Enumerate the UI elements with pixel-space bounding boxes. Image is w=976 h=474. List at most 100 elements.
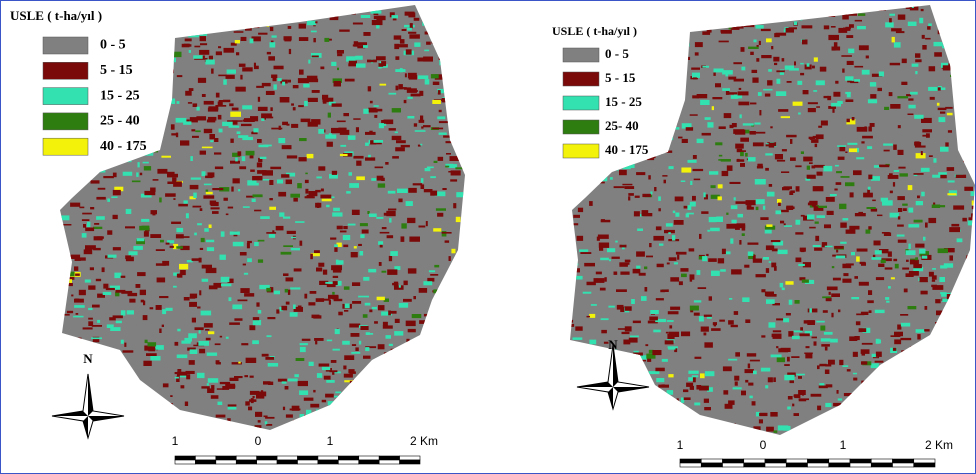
erosion-patch: [419, 365, 422, 370]
erosion-patch: [255, 22, 265, 25]
erosion-patch: [907, 356, 913, 361]
erosion-patch: [915, 146, 926, 148]
erosion-patch: [659, 244, 663, 246]
erosion-patch: [834, 246, 843, 249]
erosion-patch: [573, 337, 583, 340]
erosion-patch: [359, 341, 361, 345]
erosion-patch: [131, 57, 140, 60]
erosion-patch: [770, 412, 777, 417]
erosion-patch: [824, 224, 831, 228]
erosion-patch: [630, 428, 632, 432]
erosion-patch: [438, 388, 446, 392]
erosion-patch: [215, 167, 223, 170]
erosion-patch: [389, 360, 392, 365]
erosion-patch: [840, 242, 846, 244]
erosion-patch: [96, 216, 105, 220]
erosion-patch: [906, 432, 913, 436]
erosion-patch: [113, 215, 118, 219]
erosion-patch: [883, 144, 893, 146]
erosion-patch: [672, 120, 678, 123]
erosion-patch: [291, 124, 298, 128]
erosion-patch: [204, 129, 212, 133]
erosion-patch: [156, 78, 164, 80]
erosion-patch: [318, 129, 324, 134]
erosion-patch: [571, 324, 574, 327]
erosion-patch: [752, 70, 758, 73]
erosion-patch: [876, 352, 882, 357]
erosion-patch: [353, 380, 360, 383]
erosion-patch: [230, 139, 233, 143]
erosion-patch: [395, 147, 405, 151]
erosion-patch: [283, 217, 290, 219]
erosion-patch: [923, 347, 925, 349]
legend-label: 40 - 175: [605, 142, 649, 157]
erosion-patch: [694, 179, 701, 181]
scale-segment: [195, 456, 215, 460]
erosion-patch: [771, 355, 782, 358]
erosion-patch: [571, 320, 573, 323]
erosion-patch: [322, 299, 329, 301]
erosion-patch: [869, 310, 872, 313]
erosion-patch: [927, 425, 930, 429]
erosion-patch: [816, 106, 820, 108]
erosion-patch: [198, 341, 209, 346]
erosion-patch: [364, 401, 366, 404]
erosion-patch: [798, 264, 805, 266]
legend-swatch: [43, 37, 88, 54]
legend-swatch: [43, 62, 88, 79]
erosion-patch: [344, 380, 353, 382]
erosion-patch: [446, 336, 457, 338]
erosion-patch: [173, 198, 175, 200]
erosion-patch: [759, 110, 761, 115]
erosion-patch: [170, 395, 172, 397]
erosion-patch: [432, 100, 441, 104]
scale-segment: [744, 459, 765, 463]
erosion-patch: [756, 25, 764, 29]
erosion-patch: [442, 232, 452, 234]
erosion-patch: [930, 97, 935, 100]
erosion-patch: [723, 390, 728, 394]
erosion-patch: [345, 79, 355, 82]
erosion-patch: [622, 184, 632, 186]
erosion-patch: [132, 181, 141, 183]
erosion-patch: [691, 16, 693, 18]
erosion-patch: [713, 73, 715, 76]
erosion-patch: [456, 192, 467, 197]
erosion-patch: [286, 180, 292, 185]
erosion-patch: [207, 353, 217, 356]
erosion-patch: [92, 390, 94, 393]
erosion-patch: [363, 314, 368, 318]
erosion-patch: [445, 164, 453, 166]
erosion-patch: [796, 258, 802, 263]
erosion-patch: [79, 56, 85, 61]
erosion-patch: [577, 374, 584, 378]
erosion-patch: [814, 165, 825, 168]
erosion-patch: [178, 204, 188, 207]
erosion-patch: [230, 385, 235, 387]
erosion-patch: [453, 364, 462, 367]
erosion-patch: [461, 225, 465, 228]
erosion-patch: [162, 325, 164, 327]
erosion-patch: [948, 7, 957, 11]
erosion-patch: [571, 92, 579, 96]
erosion-patch: [356, 63, 366, 67]
erosion-patch: [343, 245, 348, 248]
erosion-patch: [713, 322, 717, 325]
erosion-patch: [185, 91, 192, 96]
erosion-patch: [188, 34, 199, 38]
erosion-patch: [388, 191, 396, 194]
erosion-patch: [444, 288, 446, 291]
page: USLE ( t-ha/yıl )0 - 55 - 1515 - 2525 - …: [0, 0, 976, 474]
erosion-patch: [188, 102, 192, 104]
erosion-patch: [582, 356, 585, 360]
erosion-patch: [704, 315, 712, 317]
erosion-patch: [258, 240, 265, 242]
erosion-patch: [639, 79, 649, 84]
erosion-patch: [424, 314, 428, 317]
erosion-patch: [824, 25, 829, 29]
erosion-patch: [348, 404, 354, 407]
erosion-patch: [770, 126, 772, 128]
erosion-patch: [895, 264, 899, 269]
erosion-patch: [269, 180, 273, 185]
erosion-patch: [163, 58, 166, 61]
